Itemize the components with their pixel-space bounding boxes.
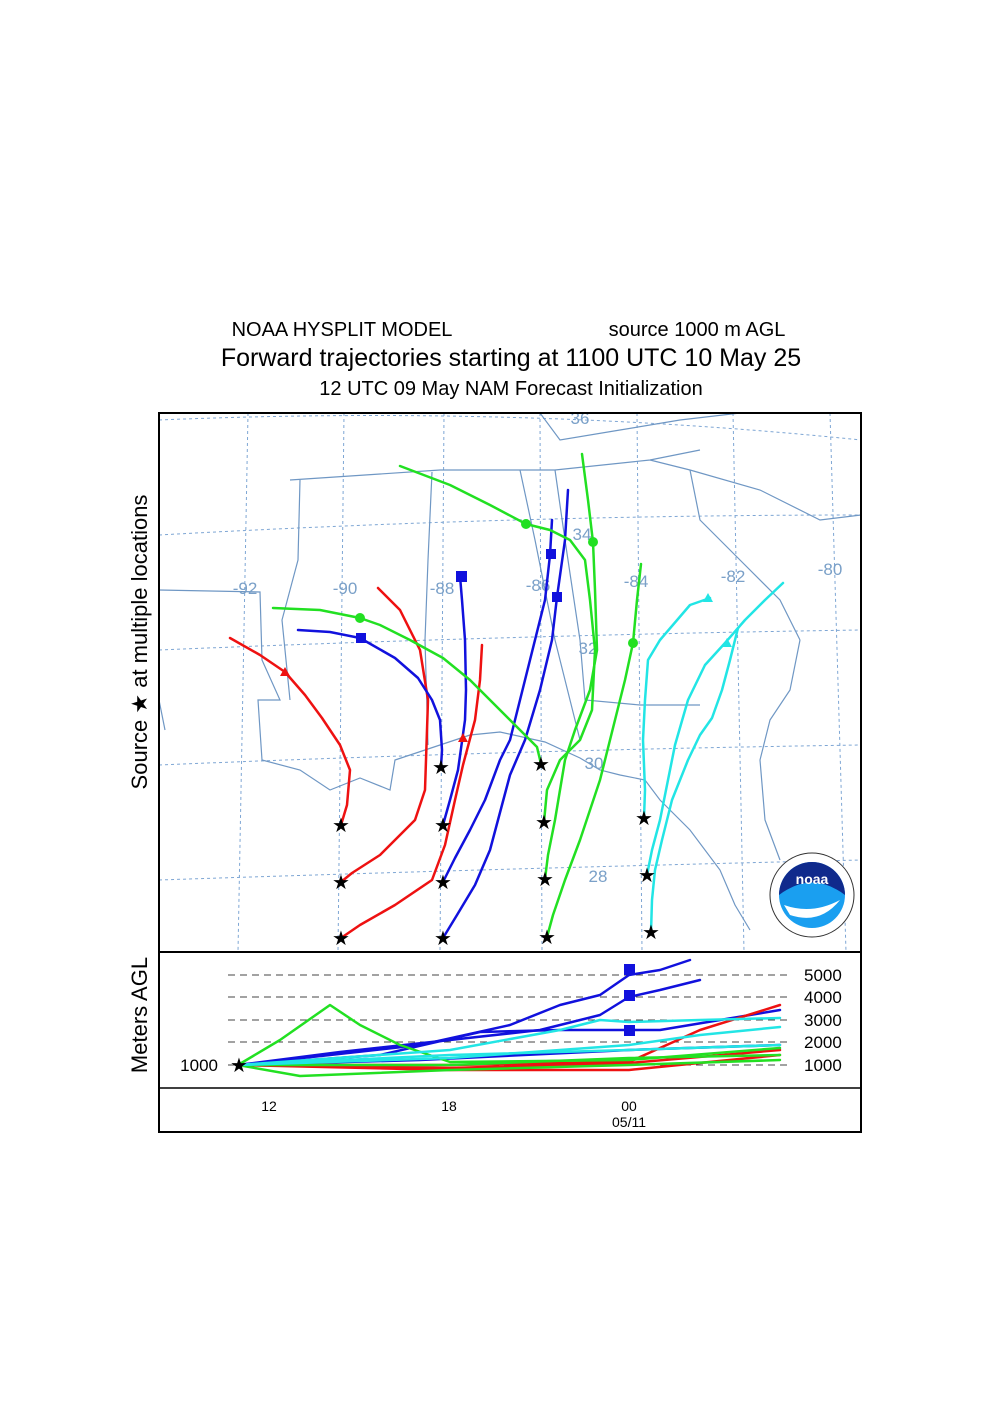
level-label: 3000: [804, 1011, 842, 1030]
star: ★: [332, 815, 350, 837]
trajectory: [649, 626, 740, 934]
star: ★: [332, 872, 350, 894]
marker: [456, 571, 467, 582]
trajectory: [339, 586, 430, 884]
trajectory: [545, 562, 643, 939]
trajectory: [228, 636, 352, 827]
trajectory: [543, 452, 599, 881]
marker: [628, 638, 638, 648]
star: ★: [434, 928, 452, 950]
time-label: 12: [261, 1098, 277, 1114]
star: ★: [230, 1055, 248, 1077]
trajectory: [441, 574, 468, 827]
title: Forward trajectories starting at 1100 UT…: [221, 344, 801, 372]
source-stars: ★ ★ ★ ★ ★ ★ ★ ★ ★ ★ ★ ★ ★ ★: [332, 754, 660, 950]
height-trace: [236, 1053, 782, 1067]
longitude-label: -80: [818, 560, 843, 579]
boundaries: [159, 413, 861, 931]
height-trace: [236, 1008, 782, 1067]
date-label: 05/11: [612, 1114, 646, 1130]
map-y-label: Source ★ at multiple locations: [127, 495, 152, 790]
latitude-label: 36: [571, 409, 590, 428]
height-trace: [236, 958, 692, 1067]
height-trace: [236, 978, 702, 1067]
map-panel: -92 -90 -88 -86 -84 -82 -80 36 34 32 30 …: [127, 409, 862, 953]
longitude-label: -92: [233, 579, 258, 598]
marker: [722, 638, 732, 647]
longitude-label: -84: [624, 572, 649, 591]
markers: [280, 519, 732, 742]
subtitle: 12 UTC 09 May NAM Forecast Initializatio…: [319, 378, 702, 400]
model-label: NOAA HYSPLIT MODEL: [232, 319, 453, 341]
star: ★: [642, 922, 660, 944]
star: ★: [434, 815, 452, 837]
time-label: 18: [441, 1098, 457, 1114]
marker: [624, 964, 635, 975]
trajectories: [228, 452, 785, 940]
longitude-label: -86: [526, 576, 551, 595]
marker: [280, 667, 290, 676]
star: ★: [635, 808, 653, 830]
marker: [546, 549, 556, 559]
level-label: 1000: [804, 1056, 842, 1075]
latitude-label: 30: [585, 754, 604, 773]
grid: [159, 413, 861, 952]
marker: [521, 519, 531, 529]
trajectory: [645, 581, 785, 877]
height-trace: [236, 1058, 782, 1078]
geo-labels: -92 -90 -88 -86 -84 -82 -80 36 34 32 30 …: [233, 409, 843, 886]
height-trace: [236, 1025, 782, 1067]
trajectory: [296, 628, 444, 769]
level-label: 5000: [804, 966, 842, 985]
marker: [624, 1025, 635, 1036]
trajectory: [641, 596, 712, 820]
star: ★: [532, 754, 550, 776]
latitude-label: 34: [573, 525, 592, 544]
height-panel: 5000 4000 3000 2000 1000 1000 12 18 00 0…: [127, 951, 862, 1133]
height-trace: [236, 1016, 782, 1067]
source-label: source 1000 m AGL: [609, 319, 786, 341]
trajectory: [398, 464, 597, 824]
marker: [588, 537, 598, 547]
height-y-label: Meters AGL: [127, 957, 152, 1073]
marker: [355, 613, 365, 623]
start-label: 1000: [180, 1056, 218, 1075]
marker: [458, 733, 468, 742]
star: ★: [432, 757, 450, 779]
logo-text: noaa: [796, 871, 829, 887]
longitude-label: -82: [721, 567, 746, 586]
trajectory: [339, 643, 484, 940]
latitude-label: 32: [579, 639, 598, 658]
marker: [552, 592, 562, 602]
star: ★: [434, 872, 452, 894]
trajectory: [441, 518, 554, 884]
longitude-label: -90: [333, 579, 358, 598]
star: ★: [536, 869, 554, 891]
star: ★: [638, 865, 656, 887]
star: ★: [538, 927, 556, 949]
marker: [624, 990, 635, 1001]
trajectory: [271, 606, 543, 766]
level-label: 4000: [804, 988, 842, 1007]
latitude-label: 28: [589, 867, 608, 886]
marker: [703, 593, 713, 602]
trajectory: [441, 488, 570, 940]
level-label: 2000: [804, 1033, 842, 1052]
marker: [356, 633, 366, 643]
height-traces: ★: [230, 958, 782, 1078]
time-label: 00: [621, 1098, 637, 1114]
height-trace: [236, 1043, 782, 1067]
noaa-logo: noaa: [769, 852, 855, 938]
star: ★: [332, 928, 350, 950]
star: ★: [535, 812, 553, 834]
longitude-label: -88: [430, 579, 455, 598]
height-frame: [158, 951, 862, 1133]
